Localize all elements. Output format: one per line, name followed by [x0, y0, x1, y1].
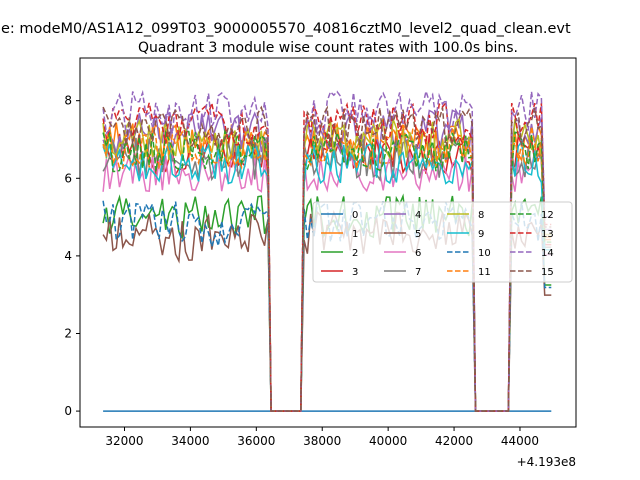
legend-label-10: 10	[478, 248, 491, 259]
legend-label-1: 1	[352, 229, 358, 240]
legend-label-14: 14	[541, 248, 554, 259]
legend-label-3: 3	[352, 267, 358, 278]
x-tick-label: 40000	[369, 434, 407, 448]
x-axis-offset-label: +4.193e8	[517, 455, 576, 469]
x-tick-label: 32000	[105, 434, 143, 448]
legend-frame	[312, 201, 573, 283]
legend-label-11: 11	[478, 267, 491, 278]
legend-label-8: 8	[478, 210, 484, 221]
series-line-13	[102, 100, 552, 412]
x-tick-label: 42000	[435, 434, 473, 448]
legend-label-9: 9	[478, 229, 484, 240]
legend-label-12: 12	[541, 210, 554, 221]
x-tick-label: 34000	[171, 434, 209, 448]
chart-title: Quadrant 3 module wise count rates with …	[138, 40, 518, 56]
x-tick-label: 44000	[501, 434, 539, 448]
legend-label-15: 15	[541, 267, 554, 278]
plot-area-frame	[79, 57, 577, 428]
legend-label-0: 0	[352, 210, 358, 221]
y-axis: 0 2 4 6 8	[64, 94, 80, 418]
series-line-15	[102, 105, 552, 412]
legend-label-6: 6	[415, 248, 421, 259]
legend-label-2: 2	[352, 248, 358, 259]
y-tick-label: 4	[64, 249, 72, 263]
legend-label-4: 4	[415, 210, 421, 221]
x-axis: 32000 34000 36000 38000 40000 42000 44000	[105, 427, 539, 448]
figure-suptitle: n file: modeM0/AS1A12_099T03_9000005570_…	[0, 21, 571, 37]
legend-label-5: 5	[415, 229, 421, 240]
y-tick-label: 8	[64, 94, 72, 108]
x-tick-label: 38000	[303, 434, 341, 448]
legend-label-7: 7	[415, 267, 421, 278]
y-tick-label: 0	[64, 404, 72, 418]
series-line-10	[102, 200, 552, 412]
y-tick-label: 6	[64, 171, 72, 185]
y-tick-label: 2	[64, 326, 72, 340]
x-tick-label: 36000	[237, 434, 275, 448]
legend-label-13: 13	[541, 229, 554, 240]
